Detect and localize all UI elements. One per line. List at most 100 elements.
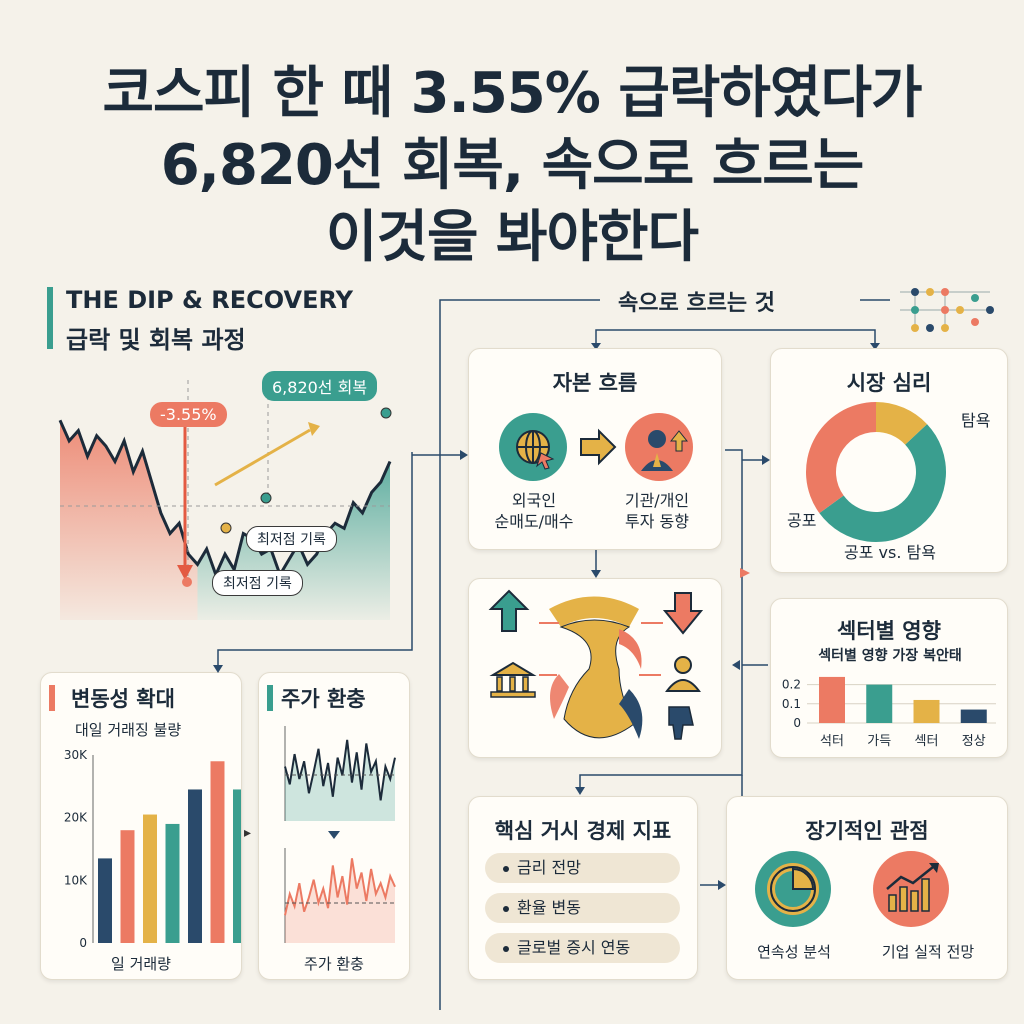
market-sentiment-card: 시장 심리 탐욕 공포 공포 vs. 탐욕 [770,348,1008,573]
headline-line-1: 코스피 한 때 3.55% 급락하였다가 [102,61,923,126]
sentiment-title: 시장 심리 [846,371,932,395]
rebound-line [284,858,396,916]
donut-slice-공포 [806,402,876,514]
sector-title: 섹터별 영향 [837,619,941,643]
rebound-xlabel: 주가 환충 [304,955,364,973]
thumbs-down-icon [668,706,694,740]
rebound-area [285,739,395,821]
volatility-title: 변동성 확대 [71,687,175,711]
recovery-badge: 6,820선 회복 [262,371,378,401]
sentiment-caption: 공포 vs. 탐욕 [844,543,936,562]
sector-bar [913,699,940,723]
foreign-label-2: 순매도/매수 [494,512,574,531]
y-tick-label: 30K [64,748,88,762]
rebound-title: 주가 환충 [281,687,366,711]
macro-title: 핵심 거시 경제 지표 [494,819,672,843]
rebound-down-marker [328,831,340,839]
donut-slice-탐욕 [819,424,946,543]
person-icon [665,656,701,692]
volume-bar [120,830,135,943]
greed-label: 탐욕 [961,411,991,430]
investor-icon [625,413,693,481]
sector-category-label: 정상 [962,734,986,749]
volume-bar [233,789,241,943]
growth-chart-icon [873,851,949,927]
recovery-point [260,492,272,504]
low-point-2 [220,522,232,534]
earnings-label: 기업 실적 전망 [881,943,975,961]
volume-bars [98,761,241,943]
arrow-down-icon [662,592,704,635]
sentiment-donut-chart [806,402,946,543]
center-flow-card [468,578,722,758]
y-tick-label: 0.2 [782,678,801,692]
capital-title: 자본 흐름 [552,371,638,395]
sector-bar [960,709,987,723]
low-point-1 [182,577,192,587]
sector-bar [866,684,893,723]
dip-title-en: THE DIP & RECOVERY [66,286,354,314]
rebound-card: 주가 환충 주가 환충 [258,672,410,980]
sector-bar [819,676,845,723]
flow-heading: 속으로 흐르는 것 [612,285,781,317]
long-term-view-card: 장기적인 관점 연속성 분석 기업 실적 전망 [726,796,1008,980]
donut-slice-중립 [876,402,928,445]
headline-line-3: 이것을 봐야한다 [325,205,699,270]
volatility-to-rebound-arrow: ▸ [244,825,252,841]
continuity-label: 연속성 분석 [757,943,831,961]
end-point [380,407,392,419]
volume-bar [98,858,112,943]
rebound-series-2 [284,848,396,943]
volume-bar [210,761,225,943]
capital-flow-card: 자본 흐름 외국인 순매도/매수 기관/개인 투자 동향 [468,348,722,550]
volatility-accent [49,685,55,711]
volume-xlabel: 일 거래량 [111,955,171,973]
y-tick-label: 0 [79,936,87,950]
y-tick-label: 0 [793,716,801,730]
sector-subtitle: 섹터별 영향 가장 복안태 [818,648,962,664]
rebound-line-charts [284,726,396,943]
pie-analysis-icon [755,851,831,927]
sector-bars: 석터 가득 섹터 정상 [819,676,987,749]
headline-line-2: 6,820선 회복, 속으로 흐르는 [160,133,865,198]
arrow-right-icon [580,428,617,466]
low-callout-lower: 최저점 기록 [212,570,303,596]
rebound-accent [267,685,273,711]
fall-area [60,420,198,620]
y-tick-label: 10K [64,873,88,887]
macro-indicators-card: 핵심 거시 경제 지표 금리 전망 환율 변동 글로벌 증시 연동 [468,796,698,980]
drop-badge: -3.55% [150,402,227,427]
rise-arrow [214,428,311,487]
globe-icon [499,413,567,481]
fear-label: 공포 [787,511,817,530]
volume-bar [188,789,202,943]
rise-arrow-head [308,422,320,436]
volatility-subtitle: 대일 거래징 불량 [75,721,182,739]
sentiment-marker [740,568,750,578]
flow-ribbon-icon [539,596,663,739]
donut-slices [806,402,946,543]
institution-label-2: 투자 동향 [625,512,689,531]
sector-impact-card: 섹터별 영향 섹터별 영향 가장 복안태 0 0.1 0.2 석터 가득 섹터 정상 [770,598,1008,758]
rebound-area [285,858,395,943]
sector-category-label: 가득 [867,734,891,749]
section-accent-bar [47,287,53,349]
bullet-icon [503,905,509,912]
bullet-icon [503,945,509,952]
sector-category-label: 석터 [820,734,844,749]
bullet-icon [503,865,509,872]
volume-bar-chart: 0 10K 20K 30K [64,748,241,950]
drop-arrow-head [177,565,193,580]
arrow-up-icon [488,589,530,632]
macro-item-fx: 환율 변동 [485,893,680,923]
macro-item-rate: 금리 전망 [485,853,680,883]
macro-item-global: 글로벌 증시 연동 [485,933,680,963]
dip-title-ko: 급락 및 회복 과정 [66,326,246,354]
sector-category-label: 섹터 [915,734,939,749]
longterm-title: 장기적인 관점 [805,819,929,843]
volume-axis: 0 10K 20K 30K [64,748,94,950]
volatility-card: 변동성 확대 대일 거래징 불량 0 10K 20K 30K 일 거래량 [40,672,242,980]
low-callout-upper: 최저점 기록 [246,526,337,552]
foreign-label-1: 외국인 [511,491,557,510]
rebound-series-1 [284,726,396,821]
